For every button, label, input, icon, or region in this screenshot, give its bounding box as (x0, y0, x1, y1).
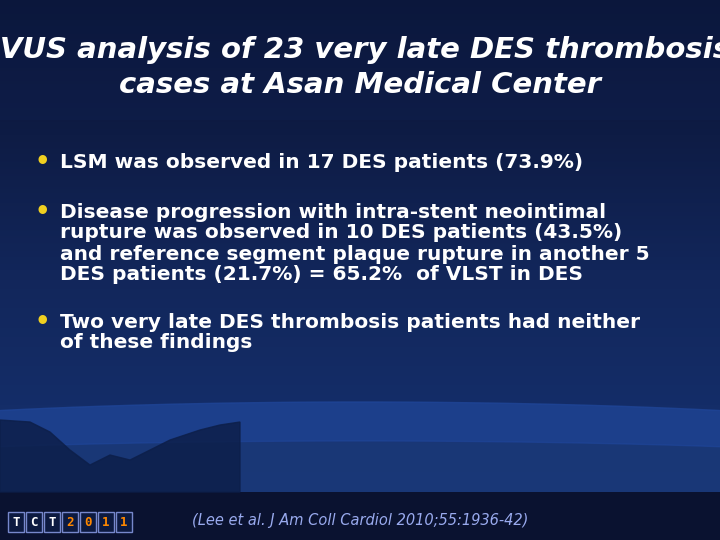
Text: IVUS analysis of 23 very late DES thrombosis: IVUS analysis of 23 very late DES thromb… (0, 36, 720, 64)
Text: 1: 1 (120, 516, 127, 529)
Text: DES patients (21.7%) = 65.2%  of VLST in DES: DES patients (21.7%) = 65.2% of VLST in … (60, 266, 583, 285)
FancyBboxPatch shape (116, 512, 132, 532)
Text: cases at Asan Medical Center: cases at Asan Medical Center (119, 71, 601, 99)
Text: Two very late DES thrombosis patients had neither: Two very late DES thrombosis patients ha… (60, 313, 640, 332)
Text: 1: 1 (102, 516, 109, 529)
Bar (0, 0, 720, 120)
Text: •: • (35, 200, 50, 224)
Text: of these findings: of these findings (60, 334, 253, 353)
Polygon shape (0, 420, 240, 492)
FancyBboxPatch shape (98, 512, 114, 532)
FancyBboxPatch shape (80, 512, 96, 532)
Text: 2: 2 (66, 516, 73, 529)
FancyBboxPatch shape (62, 512, 78, 532)
Text: C: C (30, 516, 37, 529)
Text: •: • (35, 310, 50, 334)
FancyBboxPatch shape (8, 512, 24, 532)
Text: Disease progression with intra-stent neointimal: Disease progression with intra-stent neo… (60, 202, 606, 221)
Text: rupture was observed in 10 DES patients (43.5%): rupture was observed in 10 DES patients … (60, 224, 622, 242)
Text: LSM was observed in 17 DES patients (73.9%): LSM was observed in 17 DES patients (73.… (60, 152, 583, 172)
Text: T: T (12, 516, 19, 529)
Text: (Lee et al. J Am Coll Cardiol 2010;55:1936-42): (Lee et al. J Am Coll Cardiol 2010;55:19… (192, 512, 528, 528)
Bar (0, 492, 720, 540)
Text: T: T (48, 516, 55, 529)
FancyBboxPatch shape (26, 512, 42, 532)
Text: •: • (35, 150, 50, 174)
Text: and reference segment plaque rupture in another 5: and reference segment plaque rupture in … (60, 245, 649, 264)
Text: 0: 0 (84, 516, 91, 529)
FancyBboxPatch shape (44, 512, 60, 532)
